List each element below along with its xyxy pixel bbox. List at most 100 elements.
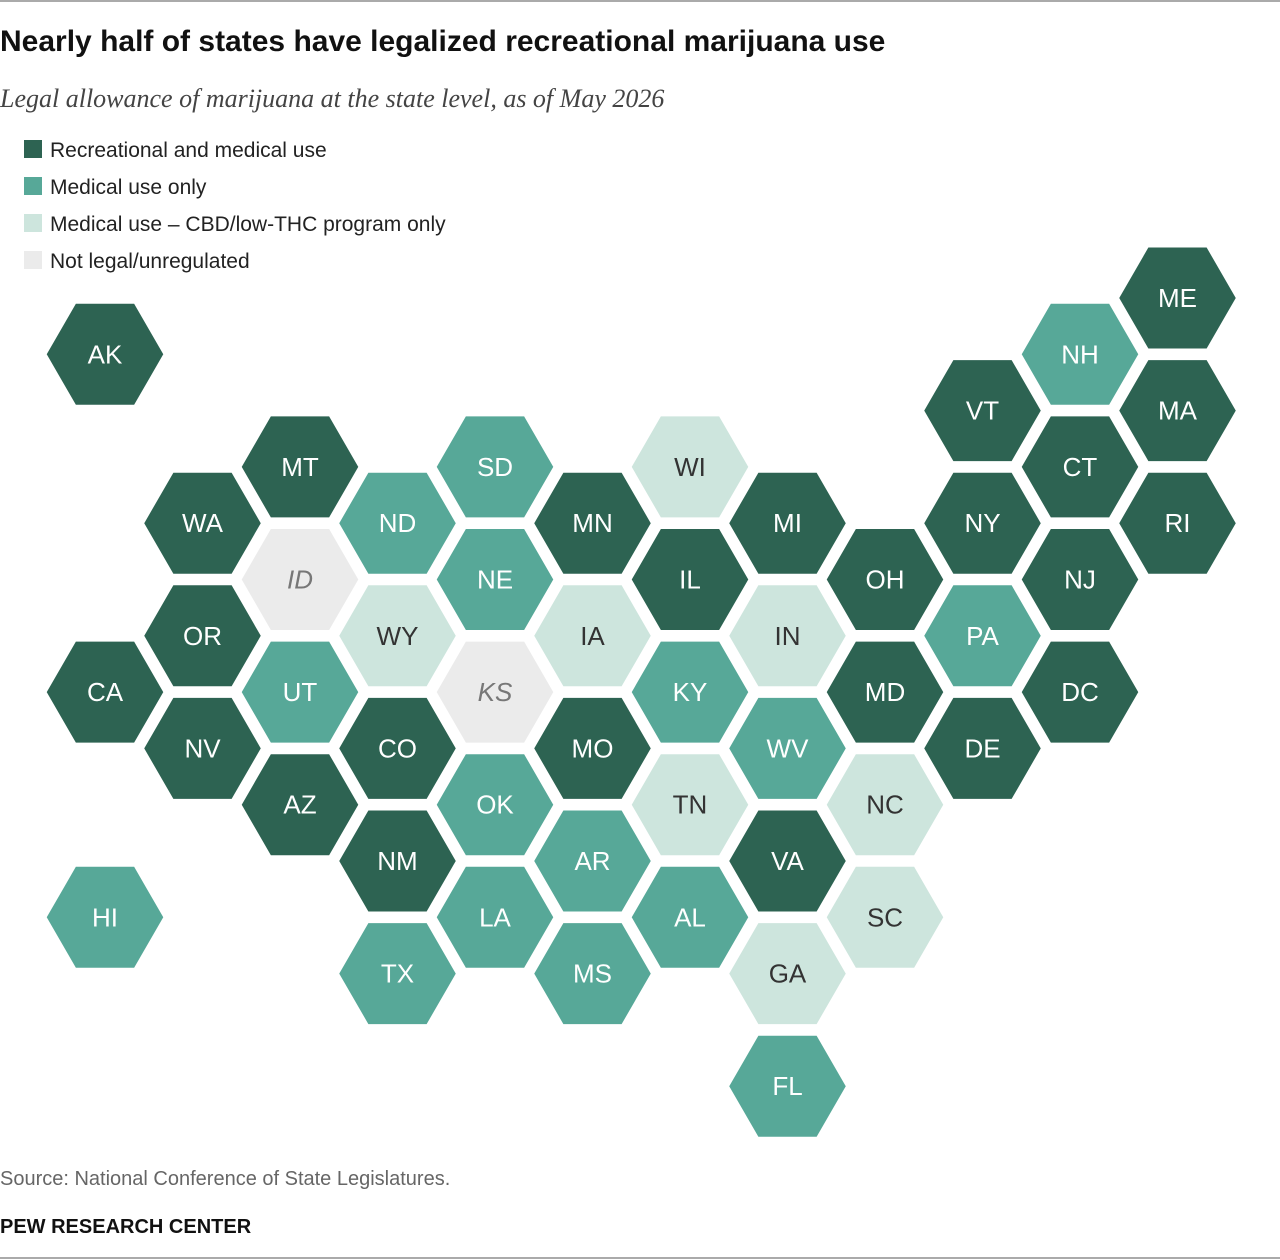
state-hex: [238, 526, 362, 633]
state-label: OR: [183, 621, 222, 651]
state-label: SC: [867, 902, 903, 932]
legend-label: Not legal/unregulated: [50, 250, 250, 273]
state-hex: [1018, 413, 1142, 521]
state-hex: [433, 638, 557, 746]
state-hex: [335, 694, 460, 802]
state-label: NC: [866, 790, 904, 820]
state-label: MN: [572, 508, 612, 538]
state-label: LA: [479, 902, 511, 932]
state-hex: [1018, 300, 1142, 408]
state-label: DE: [964, 733, 1000, 763]
legend-label: Medical use – CBD/low-THC program only: [50, 213, 446, 236]
state-label: TN: [673, 790, 708, 820]
state-hex: [530, 694, 655, 802]
state-label: MO: [572, 733, 614, 763]
state-label: NJ: [1064, 565, 1096, 595]
subtitle: Legal allowance of marijuana at the stat…: [0, 84, 664, 113]
state-label: HI: [92, 902, 118, 932]
title: Nearly half of states have legalized rec…: [0, 25, 885, 58]
state-label: AL: [674, 902, 706, 932]
state-hex: [43, 863, 167, 971]
state-hex: [1018, 526, 1142, 633]
state-hex: [1018, 638, 1142, 746]
legend-label: Recreational and medical use: [50, 139, 327, 162]
state-label: NH: [1061, 339, 1099, 369]
state-hex: [1115, 357, 1240, 465]
state-label: IN: [775, 621, 801, 651]
state-label: FL: [772, 1071, 802, 1101]
state-hex: [140, 582, 265, 690]
state-label: PA: [966, 621, 999, 651]
state-label: NM: [377, 846, 417, 876]
state-hex: [628, 413, 752, 521]
state-hex: [433, 526, 557, 633]
state-hex: [628, 638, 752, 746]
state-hex: [823, 638, 947, 746]
state-hex: [920, 582, 1045, 690]
state-label: MS: [573, 959, 612, 989]
legend-swatch: [24, 177, 42, 195]
state-hex: [238, 751, 362, 859]
state-hex: [725, 920, 850, 1028]
state-label: TX: [381, 959, 414, 989]
state-hex: [140, 469, 265, 577]
state-label: UT: [283, 677, 318, 707]
state-label: MA: [1158, 396, 1198, 426]
state-label: IL: [679, 565, 701, 595]
state-hex: [1115, 244, 1240, 352]
legend-label: Medical use only: [50, 176, 207, 199]
state-label: ND: [379, 508, 417, 538]
state-label: DC: [1061, 677, 1099, 707]
state-label: WI: [674, 452, 706, 482]
state-label: OK: [476, 790, 514, 820]
state-hex: [920, 469, 1045, 577]
state-label: NY: [964, 508, 1000, 538]
legend-swatch: [24, 214, 42, 232]
state-hex: [1115, 469, 1240, 577]
state-hex: [823, 526, 947, 633]
state-label: NE: [477, 565, 513, 595]
state-hex: [823, 751, 947, 859]
state-label: MD: [865, 677, 905, 707]
state-label: WY: [377, 621, 419, 651]
state-hex: [823, 863, 947, 971]
state-hex: [140, 694, 265, 802]
hex-map: ME AK NH VT MA MT SD WI CT WA ND MN MI NY RI ID NE IL OH NJ…: [43, 244, 1240, 1140]
state-hex: [530, 469, 655, 577]
state-hex: [238, 413, 362, 521]
state-hex: [725, 694, 850, 802]
state-label: AZ: [283, 790, 316, 820]
state-label: IA: [580, 621, 605, 651]
state-hex: [43, 638, 167, 746]
state-label: RI: [1165, 508, 1191, 538]
state-hex: [530, 807, 655, 915]
state-hex: [433, 413, 557, 521]
state-label: NV: [184, 733, 221, 763]
state-hex: [335, 582, 460, 690]
state-label: CO: [378, 733, 417, 763]
state-label: AK: [88, 339, 123, 369]
state-hex: [628, 751, 752, 859]
source: Source: National Conference of State Leg…: [0, 1168, 450, 1190]
state-label: ME: [1158, 283, 1197, 313]
state-hex: [335, 469, 460, 577]
state-hex: [530, 582, 655, 690]
state-label: SD: [477, 452, 513, 482]
state-label: AR: [574, 846, 610, 876]
state-hex: [43, 300, 167, 408]
state-label: WV: [767, 733, 810, 763]
state-label: GA: [769, 959, 807, 989]
state-label: MT: [281, 452, 319, 482]
state-hex: [725, 469, 850, 577]
state-hex: [920, 694, 1045, 802]
state-label: OH: [866, 565, 905, 595]
state-label: WA: [182, 508, 224, 538]
state-hex: [335, 807, 460, 915]
legend-swatch: [24, 140, 42, 158]
state-hex: [238, 638, 362, 746]
state-hex: [628, 863, 752, 971]
state-hex: [725, 582, 850, 690]
state-label: CA: [87, 677, 124, 707]
state-label: KY: [673, 677, 708, 707]
